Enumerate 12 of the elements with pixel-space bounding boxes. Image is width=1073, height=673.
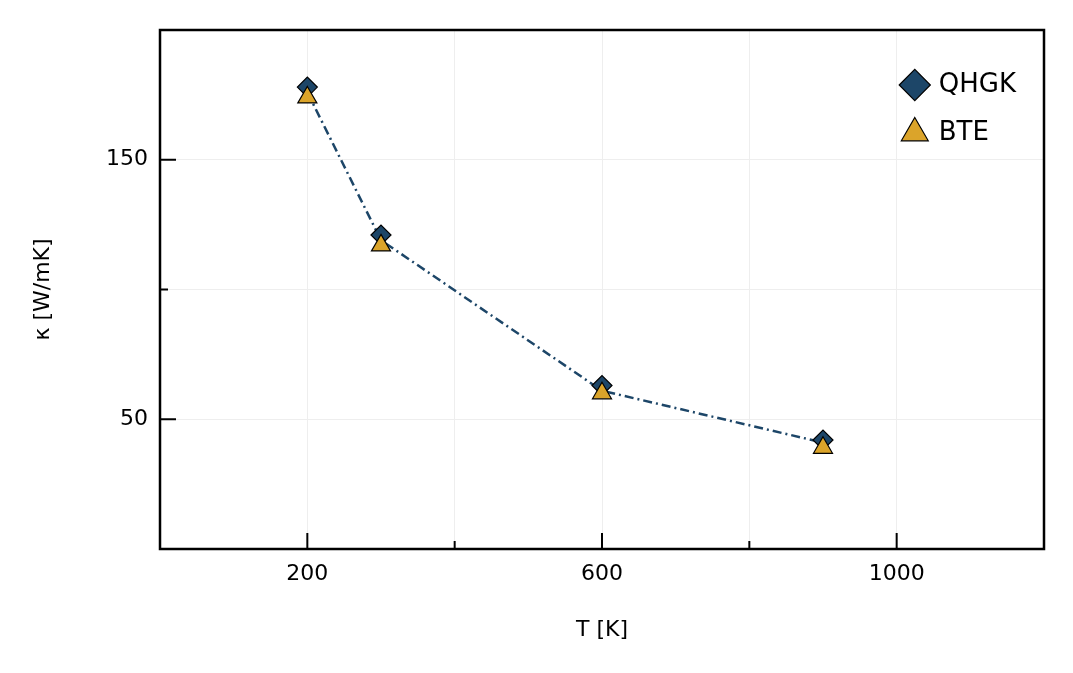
y-tick-label: 50 [120, 404, 148, 430]
y-axis-title: κ [W/mK] [28, 238, 54, 341]
x-axis-title: T [K] [574, 615, 629, 641]
point [812, 436, 834, 454]
x-tick-label: 1000 [868, 559, 925, 585]
y-tick-label: 150 [106, 145, 148, 171]
x-tick-label: 200 [286, 559, 329, 585]
point [591, 381, 613, 400]
legend-label: QHGK [938, 67, 1017, 98]
point [370, 233, 392, 252]
legend-label: BTE [938, 115, 989, 146]
x-tick-label: 600 [581, 559, 623, 585]
